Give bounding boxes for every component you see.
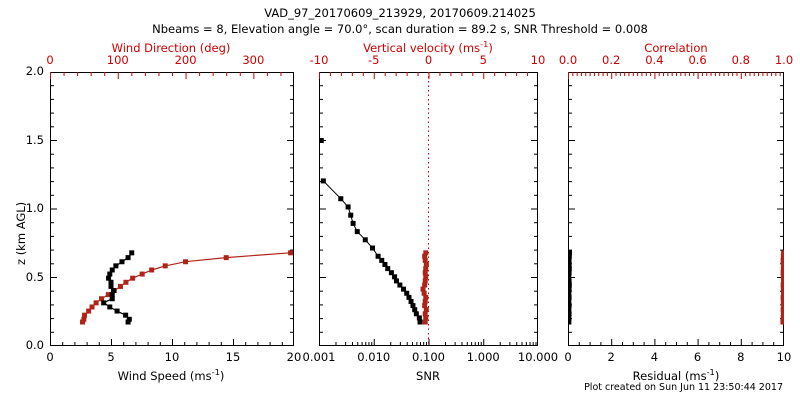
panel-snr-canvas <box>319 72 538 346</box>
x-tick-label-top: 0.8 <box>731 53 750 67</box>
panel-residual-data <box>568 250 784 325</box>
x-tick-label: 10 <box>776 350 792 364</box>
panel-snr-ticks <box>319 72 538 346</box>
panel-snr-data <box>319 72 429 346</box>
panel-residual-ticks <box>568 72 784 346</box>
panel-residual-top-axis-label: Correlation <box>644 41 708 55</box>
x-tick-label: 6 <box>693 350 702 364</box>
y-tick-label: 1.0 <box>25 201 44 215</box>
x-tick-label: 15 <box>225 350 241 364</box>
x-tick-label-top: 300 <box>242 53 265 67</box>
panel-snr <box>319 72 538 346</box>
x-tick-label: 8 <box>737 350 745 364</box>
x-tick-label: 0 <box>564 350 572 364</box>
x-tick-label-top: 5 <box>479 53 487 67</box>
x-tick-label-top: 0.4 <box>645 53 664 67</box>
x-tick-label: 0.010 <box>357 350 391 364</box>
figure-subtitle: Nbeams = 8, Elevation angle = 70.0°, sca… <box>152 22 648 36</box>
x-tick-label: 2 <box>607 350 615 364</box>
x-tick-label: 10.000 <box>517 350 559 364</box>
x-tick-label-top: 0.2 <box>602 53 621 67</box>
x-tick-label-top: -5 <box>368 53 380 67</box>
figure-title: VAD_97_20170609_213929, 20170609.214025 <box>264 6 536 20</box>
y-tick-label: 0.0 <box>25 338 44 352</box>
panel-wind <box>50 72 294 346</box>
x-tick-label: 4 <box>650 350 659 364</box>
x-tick-label: 1.000 <box>466 350 500 364</box>
x-tick-label-top: -10 <box>309 53 329 67</box>
panel-residual <box>568 72 784 346</box>
x-tick-label-top: 0.6 <box>688 53 707 67</box>
panel-residual-frame <box>568 72 784 346</box>
x-tick-label-top: 0 <box>46 53 54 67</box>
panel-wind-frame <box>50 72 294 346</box>
panel-snr-bottom-axis-label: SNR <box>416 369 440 383</box>
panel-residual-canvas <box>568 72 784 346</box>
x-tick-label: 0.001 <box>302 350 336 364</box>
panel-wind-canvas <box>50 72 294 346</box>
x-tick-label: 10 <box>164 350 180 364</box>
x-tick-label: 5 <box>107 350 115 364</box>
x-tick-label: 0.100 <box>412 350 445 364</box>
plot-created-footer: Plot created on Sun Jun 11 23:50:44 2017 <box>584 382 783 393</box>
panel-wind-data <box>80 250 294 325</box>
y-tick-label: 2.0 <box>25 64 44 78</box>
panel-wind-top-axis-label: Wind Direction (deg) <box>111 41 231 55</box>
x-tick-label-top: 200 <box>174 53 197 67</box>
panel-residual-bottom-axis-label: Residual (ms-1) <box>632 367 720 383</box>
y-tick-label: 1.5 <box>25 132 44 147</box>
x-tick-label-top: 0 <box>424 53 433 67</box>
y-tick-label: 0.5 <box>25 269 44 284</box>
x-tick-label-top: 0.0 <box>558 53 578 67</box>
panel-wind-ticks <box>50 72 294 346</box>
x-tick-label: 0 <box>46 350 54 364</box>
panel-snr-top-axis-label: Vertical velocity (ms-1) <box>363 39 493 55</box>
x-tick-label-top: 1.0 <box>774 53 794 67</box>
x-tick-label-top: 10 <box>530 53 546 67</box>
x-tick-label: 20 <box>286 350 302 364</box>
panel-wind-bottom-axis-label: Wind Speed (ms-1) <box>117 367 225 383</box>
x-tick-label-top: 100 <box>106 53 129 67</box>
